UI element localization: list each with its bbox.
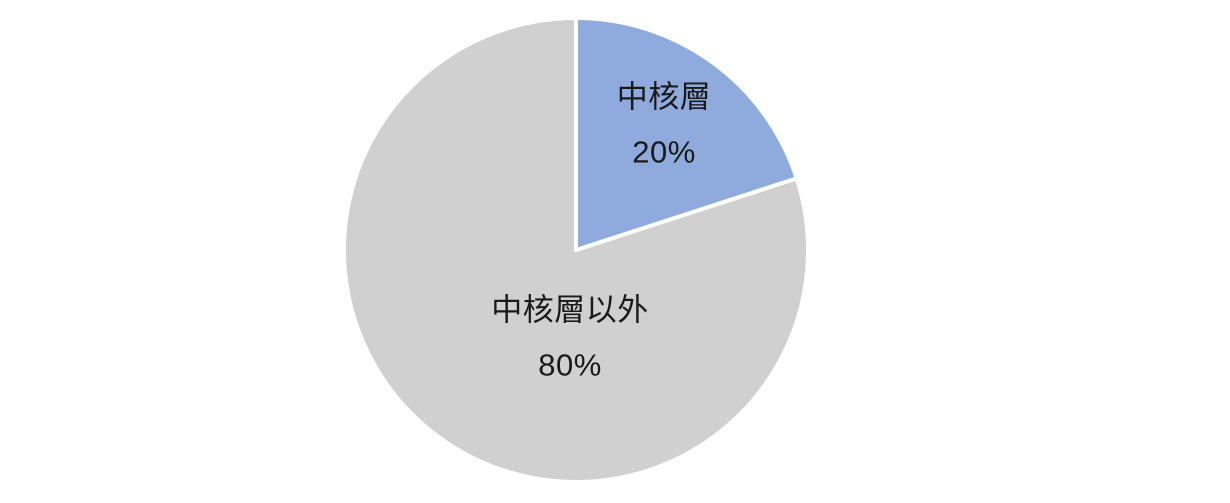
pie-label-non-core: 中核層以外 80% <box>491 291 649 385</box>
pie-label-core-name: 中核層 <box>616 79 712 115</box>
pie-slice-non-core[interactable] <box>342 16 810 484</box>
pie-label-non-core-value: 80% <box>538 347 602 382</box>
pie-label-core: 中核層 20% <box>617 78 712 172</box>
pie-label-non-core-name: 中核層以外 <box>491 292 649 328</box>
pie-slices <box>342 16 810 484</box>
pie-slice-core[interactable] <box>574 16 799 252</box>
pie-label-core-value: 20% <box>632 134 696 169</box>
